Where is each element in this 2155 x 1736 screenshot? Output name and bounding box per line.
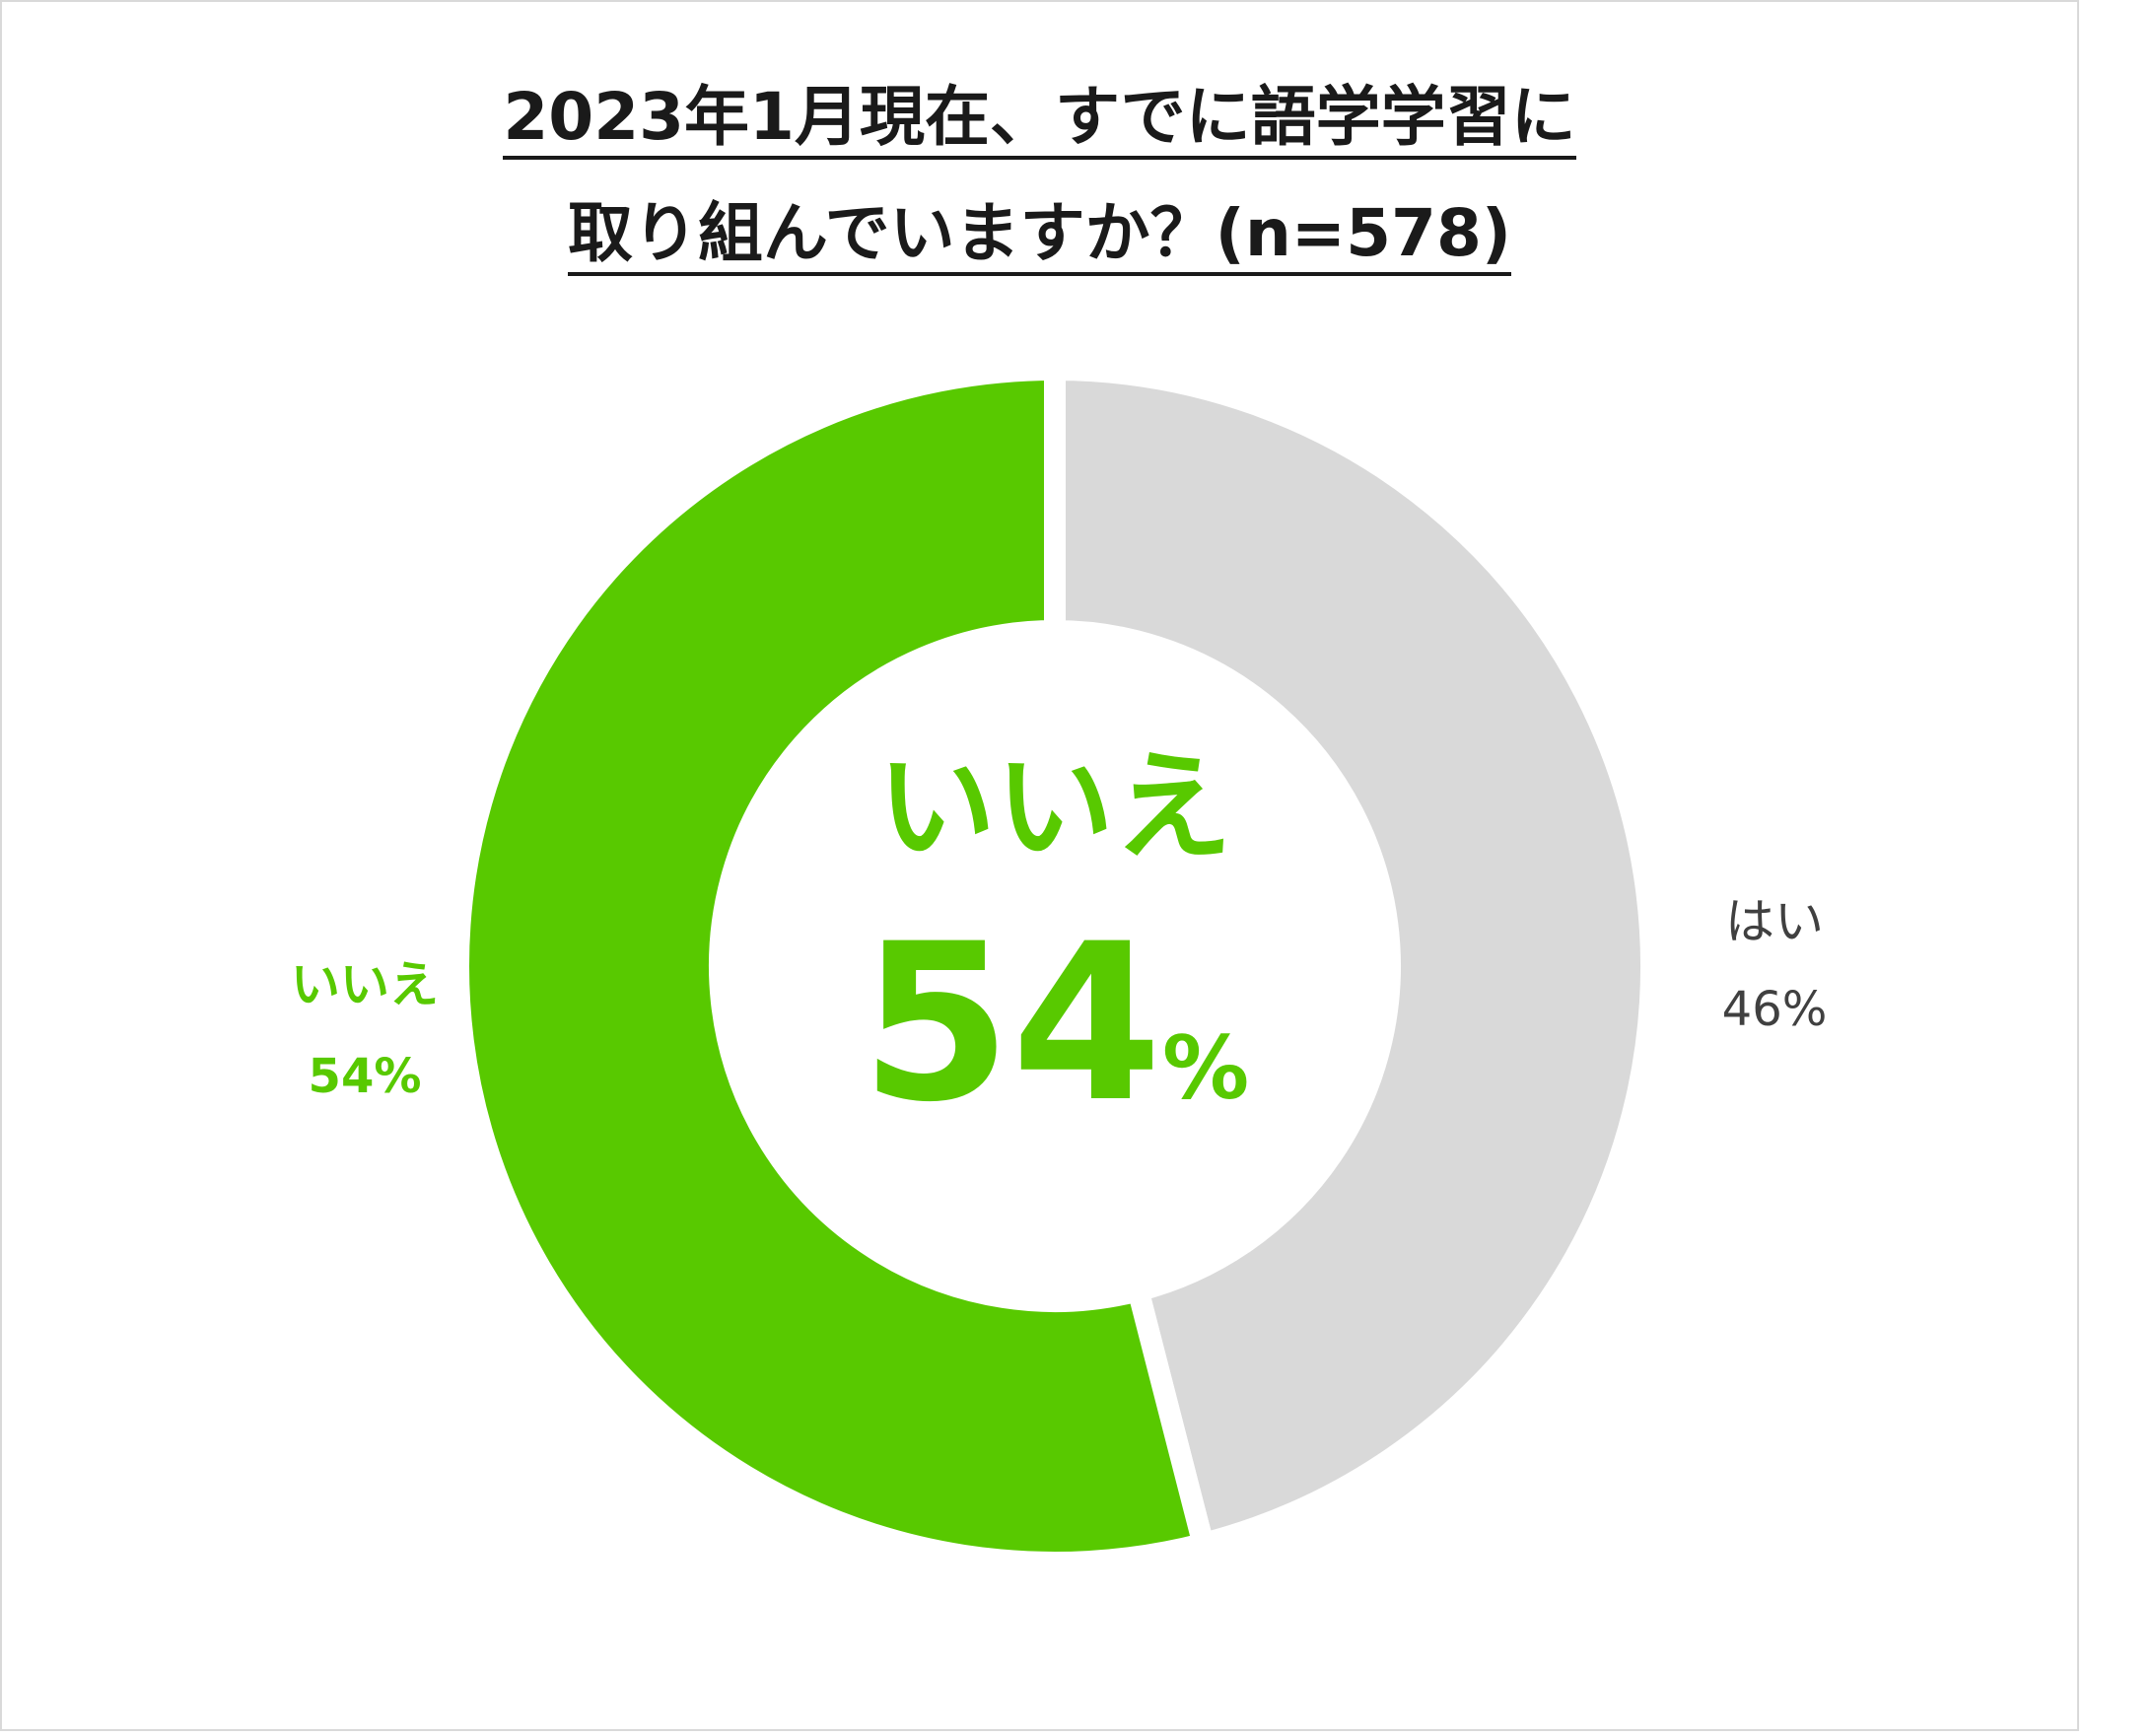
- slice-label-yes-value: 46%: [1721, 982, 1828, 1037]
- slice-label-no: いいえ 54%: [266, 960, 463, 1100]
- donut-slice-yes: [1044, 358, 1662, 1558]
- slice-label-yes-name: はい: [1725, 893, 1824, 950]
- chart-title-line2: 取り組んでいますか？(n=578): [0, 201, 2079, 276]
- chart-title-line1: 2023年1月現在、すでに語学学習に: [0, 85, 2079, 160]
- center-value-unit: %: [1161, 1017, 1250, 1119]
- slice-label-no-name: いいえ: [291, 956, 439, 1013]
- chart-title-line1-text: 2023年1月現在、すでに語学学習に: [503, 85, 1576, 160]
- center-value: 54%: [749, 915, 1360, 1132]
- donut-slice-no: [448, 358, 1217, 1573]
- slice-label-yes: はい 46%: [1676, 897, 1873, 1033]
- slice-label-no-value: 54%: [308, 1049, 422, 1104]
- center-value-number: 54: [860, 897, 1162, 1149]
- chart-title-line2-text: 取り組んでいますか？(n=578): [567, 201, 1512, 276]
- center-category: いいえ: [877, 739, 1232, 876]
